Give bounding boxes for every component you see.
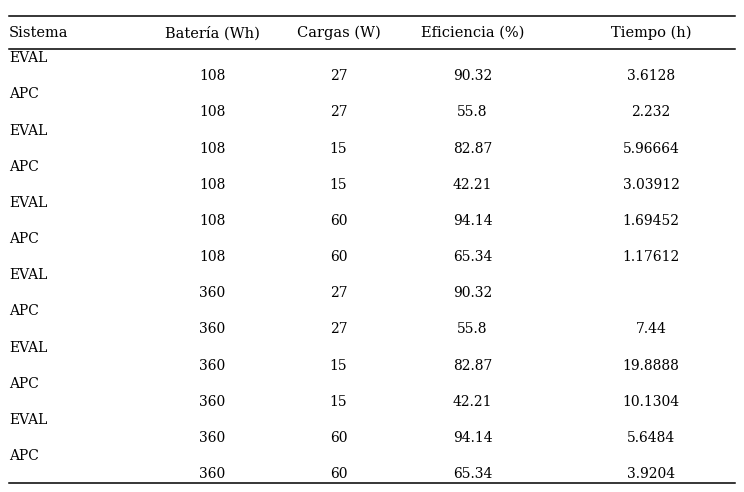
Text: 27: 27 [330, 322, 347, 337]
Text: 15: 15 [330, 359, 347, 372]
Text: 5.96664: 5.96664 [623, 142, 679, 155]
Text: APC: APC [9, 449, 39, 463]
Text: 3.9204: 3.9204 [627, 467, 675, 481]
Text: 82.87: 82.87 [453, 142, 492, 155]
Text: 55.8: 55.8 [458, 322, 487, 337]
Text: APC: APC [9, 305, 39, 318]
Text: 65.34: 65.34 [453, 250, 492, 264]
Text: 90.32: 90.32 [453, 69, 492, 83]
Text: 42.21: 42.21 [452, 395, 493, 409]
Text: 108: 108 [199, 250, 225, 264]
Text: 82.87: 82.87 [453, 359, 492, 372]
Text: Tiempo (h): Tiempo (h) [611, 26, 691, 40]
Text: 15: 15 [330, 395, 347, 409]
Text: 360: 360 [199, 359, 225, 372]
Text: 42.21: 42.21 [452, 178, 493, 192]
Text: 1.69452: 1.69452 [623, 214, 679, 228]
Text: 60: 60 [330, 214, 347, 228]
Text: 108: 108 [199, 142, 225, 155]
Text: 60: 60 [330, 431, 347, 445]
Text: 360: 360 [199, 431, 225, 445]
Text: 3.6128: 3.6128 [627, 69, 675, 83]
Text: 360: 360 [199, 322, 225, 337]
Text: Sistema: Sistema [9, 26, 68, 40]
Text: Cargas (W): Cargas (W) [297, 26, 380, 40]
Text: EVAL: EVAL [9, 51, 48, 65]
Text: EVAL: EVAL [9, 268, 48, 282]
Text: 27: 27 [330, 105, 347, 120]
Text: EVAL: EVAL [9, 340, 48, 355]
Text: Batería (Wh): Batería (Wh) [164, 26, 260, 40]
Text: APC: APC [9, 160, 39, 174]
Text: 108: 108 [199, 69, 225, 83]
Text: 5.6484: 5.6484 [627, 431, 675, 445]
Text: Eficiencia (%): Eficiencia (%) [421, 26, 524, 40]
Text: 60: 60 [330, 250, 347, 264]
Text: 360: 360 [199, 395, 225, 409]
Text: 90.32: 90.32 [453, 286, 492, 300]
Text: 94.14: 94.14 [452, 431, 493, 445]
Text: 94.14: 94.14 [452, 214, 493, 228]
Text: 15: 15 [330, 178, 347, 192]
Text: EVAL: EVAL [9, 123, 48, 138]
Text: 1.17612: 1.17612 [623, 250, 679, 264]
Text: 27: 27 [330, 286, 347, 300]
Text: APC: APC [9, 232, 39, 246]
Text: 55.8: 55.8 [458, 105, 487, 120]
Text: APC: APC [9, 88, 39, 101]
Text: 108: 108 [199, 178, 225, 192]
Text: 27: 27 [330, 69, 347, 83]
Text: 2.232: 2.232 [632, 105, 670, 120]
Text: APC: APC [9, 377, 39, 391]
Text: 108: 108 [199, 105, 225, 120]
Text: 15: 15 [330, 142, 347, 155]
Text: 108: 108 [199, 214, 225, 228]
Text: EVAL: EVAL [9, 413, 48, 427]
Text: 60: 60 [330, 467, 347, 481]
Text: 10.1304: 10.1304 [623, 395, 679, 409]
Text: 360: 360 [199, 467, 225, 481]
Text: 65.34: 65.34 [453, 467, 492, 481]
Text: 19.8888: 19.8888 [623, 359, 679, 372]
Text: 3.03912: 3.03912 [623, 178, 679, 192]
Text: 360: 360 [199, 286, 225, 300]
Text: 7.44: 7.44 [635, 322, 667, 337]
Text: EVAL: EVAL [9, 196, 48, 210]
